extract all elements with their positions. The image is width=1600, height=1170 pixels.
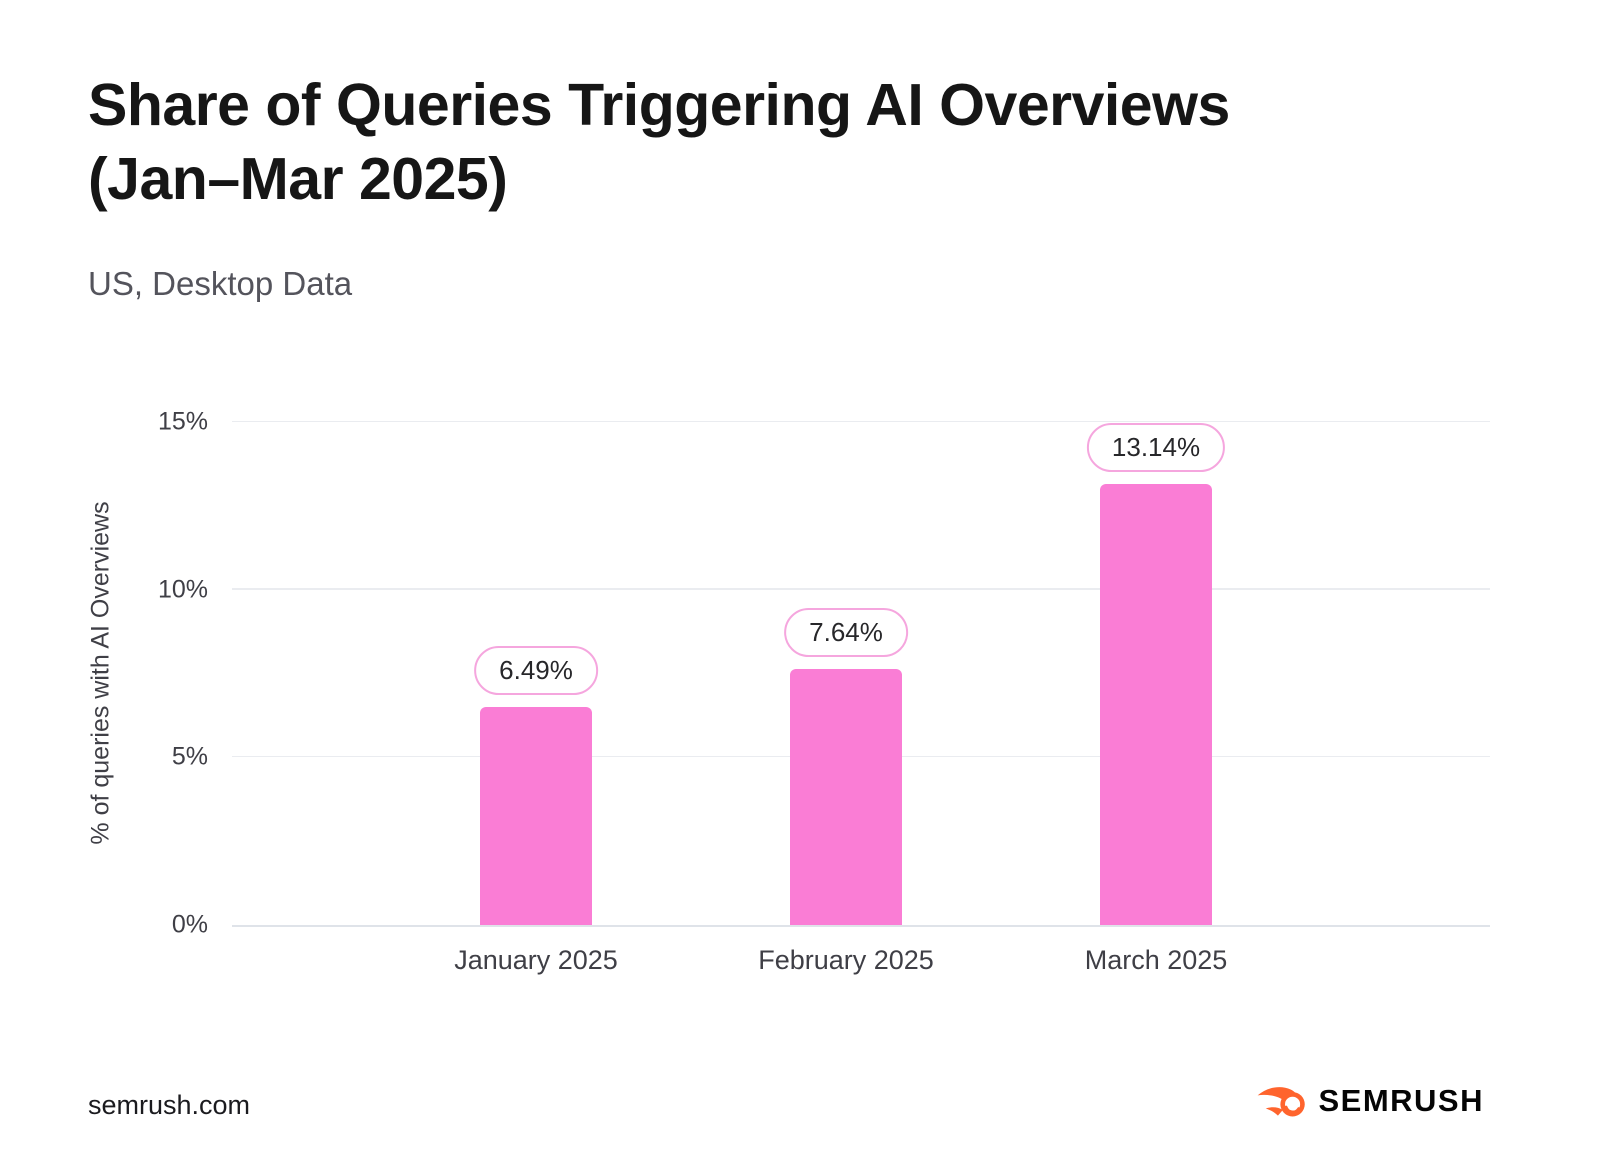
chart-title-line-1: Share of Queries Triggering AI Overviews xyxy=(88,72,1230,138)
chart-title: Share of Queries Triggering AI Overviews… xyxy=(88,68,1388,217)
y-tick-label: 0% xyxy=(171,910,208,939)
gridline xyxy=(232,588,1490,590)
x-tick-label: March 2025 xyxy=(1084,945,1228,975)
y-tick-label: 10% xyxy=(157,575,208,604)
semrush-flame-icon xyxy=(1258,1087,1306,1117)
chart-title-line-2: (Jan–Mar 2025) xyxy=(88,146,508,213)
bar xyxy=(1100,484,1212,925)
y-axis-ticks: 0% 5% 10% 15% xyxy=(118,408,208,939)
plot-area: 6.49% January 2025 7.64% February 2025 13.14… xyxy=(232,420,1490,975)
gridline xyxy=(232,420,1490,422)
bar-chart: % of queries with AI Overviews 0% 5% 10% 15… xyxy=(0,408,1600,975)
bar xyxy=(480,707,592,925)
bar-value-pill: 13.14% xyxy=(1086,423,1226,473)
chart-subtitle: US, Desktop Data xyxy=(88,265,353,302)
x-tick-label: February 2025 xyxy=(758,945,934,975)
bar-value-pill: 7.64% xyxy=(784,607,908,657)
x-tick-label: January 2025 xyxy=(454,945,618,975)
semrush-wordmark: SEMRUSH xyxy=(1318,1083,1484,1118)
semrush-logo: SEMRUSH xyxy=(1256,1083,1484,1119)
y-tick-label: 15% xyxy=(157,407,208,436)
y-tick-label: 5% xyxy=(171,742,208,771)
y-axis-title: % of queries with AI Overviews xyxy=(86,501,115,845)
bar-value-pill: 6.49% xyxy=(474,646,598,696)
source-url: semrush.com xyxy=(88,1090,251,1120)
bar xyxy=(790,668,902,925)
